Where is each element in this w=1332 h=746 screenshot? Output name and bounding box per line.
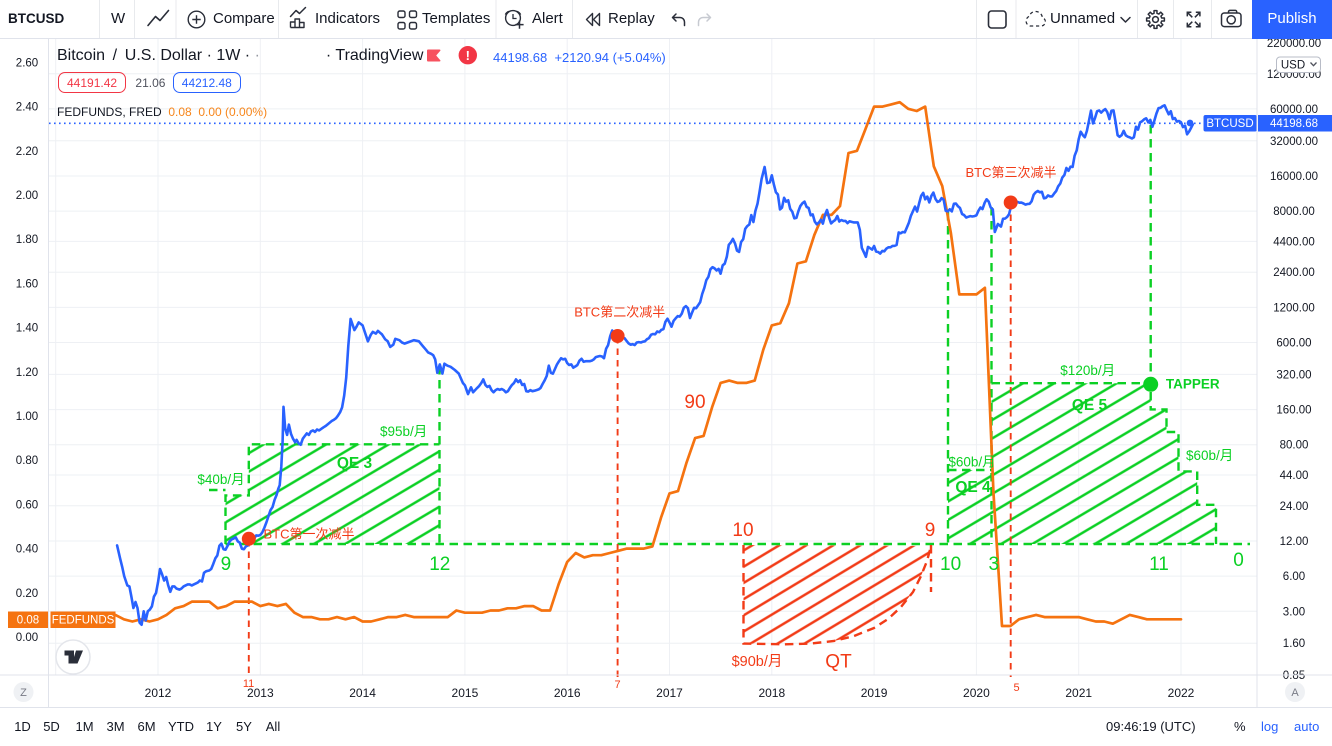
- svg-text:2015: 2015: [452, 686, 479, 700]
- svg-text:BTC第三次减半: BTC第三次减半: [965, 165, 1056, 180]
- svg-text:$60b/月: $60b/月: [1186, 448, 1233, 463]
- svg-text:24.00: 24.00: [1280, 501, 1309, 513]
- svg-text:320.00: 320.00: [1276, 369, 1311, 381]
- svg-text:5: 5: [1013, 682, 1019, 694]
- svg-text:1200.00: 1200.00: [1273, 302, 1315, 314]
- svg-text:2020: 2020: [963, 686, 990, 700]
- svg-text:9: 9: [925, 520, 936, 541]
- svg-text:0.00: 0.00: [16, 632, 38, 644]
- svg-text:BTC第二次减半: BTC第二次减半: [574, 305, 665, 320]
- svg-text:32000.00: 32000.00: [1270, 136, 1318, 148]
- svg-text:0.40: 0.40: [16, 544, 38, 556]
- svg-text:2.20: 2.20: [16, 146, 38, 158]
- svg-text:80.00: 80.00: [1280, 440, 1309, 452]
- svg-text:1.60: 1.60: [16, 278, 38, 290]
- svg-text:90: 90: [684, 392, 705, 413]
- svg-text:1.40: 1.40: [16, 323, 38, 335]
- svg-text:2.40: 2.40: [16, 102, 38, 114]
- svg-text:QE 5: QE 5: [1072, 397, 1108, 414]
- svg-text:QE 4: QE 4: [955, 479, 991, 496]
- svg-text:2013: 2013: [247, 686, 274, 700]
- svg-text:0.20: 0.20: [16, 588, 38, 600]
- svg-text:160.00: 160.00: [1276, 405, 1311, 417]
- svg-text:9: 9: [221, 554, 232, 575]
- svg-text:$40b/月: $40b/月: [197, 472, 244, 487]
- svg-text:44198.68: 44198.68: [1270, 118, 1318, 130]
- svg-text:2022: 2022: [1168, 686, 1195, 700]
- svg-text:2017: 2017: [656, 686, 683, 700]
- svg-text:1.80: 1.80: [16, 234, 38, 246]
- svg-text:11: 11: [1149, 554, 1169, 575]
- svg-text:2019: 2019: [861, 686, 888, 700]
- svg-text:2.00: 2.00: [16, 190, 38, 202]
- svg-text:2012: 2012: [145, 686, 172, 700]
- svg-text:44.00: 44.00: [1280, 470, 1309, 482]
- svg-text:2018: 2018: [758, 686, 785, 700]
- svg-text:0.08: 0.08: [17, 615, 39, 627]
- svg-text:!: !: [466, 48, 470, 63]
- svg-text:BTCUSD: BTCUSD: [1206, 118, 1253, 130]
- svg-text:QT: QT: [825, 652, 852, 673]
- svg-text:2400.00: 2400.00: [1273, 267, 1315, 279]
- svg-text:4400.00: 4400.00: [1273, 236, 1315, 248]
- svg-text:6.00: 6.00: [1283, 571, 1305, 583]
- svg-text:1.20: 1.20: [16, 367, 38, 379]
- svg-text:600.00: 600.00: [1276, 338, 1311, 350]
- svg-text:$60b/月: $60b/月: [948, 455, 995, 470]
- svg-text:TAPPER: TAPPER: [1166, 377, 1220, 392]
- svg-text:$120b/月: $120b/月: [1060, 363, 1115, 378]
- svg-text:A: A: [1291, 687, 1299, 699]
- svg-text:7: 7: [615, 679, 621, 691]
- svg-text:2014: 2014: [349, 686, 376, 700]
- svg-text:2016: 2016: [554, 686, 581, 700]
- svg-text:3: 3: [989, 554, 1000, 575]
- svg-text:220000.00: 220000.00: [1267, 39, 1321, 50]
- svg-text:QE 3: QE 3: [337, 455, 373, 472]
- svg-text:10: 10: [940, 554, 961, 575]
- svg-text:2021: 2021: [1065, 686, 1092, 700]
- svg-text:60000.00: 60000.00: [1270, 104, 1318, 116]
- svg-text:FEDFUNDS: FEDFUNDS: [52, 615, 115, 627]
- svg-text:$90b/月: $90b/月: [732, 654, 783, 670]
- svg-text:0.80: 0.80: [16, 455, 38, 467]
- svg-text:8000.00: 8000.00: [1273, 206, 1315, 218]
- svg-text:3.00: 3.00: [1283, 606, 1305, 618]
- svg-text:11: 11: [243, 678, 254, 690]
- svg-text:12.00: 12.00: [1280, 536, 1309, 548]
- svg-text:USD: USD: [1281, 60, 1305, 72]
- svg-text:0.85: 0.85: [1283, 670, 1305, 682]
- svg-text:$95b/月: $95b/月: [380, 424, 427, 439]
- svg-text:1.60: 1.60: [1283, 638, 1305, 650]
- svg-text:0: 0: [1233, 550, 1244, 571]
- svg-text:0.60: 0.60: [16, 499, 38, 511]
- svg-text:10: 10: [732, 520, 753, 541]
- svg-text:16000.00: 16000.00: [1270, 171, 1318, 183]
- svg-text:BTC第一次减半: BTC第一次减半: [263, 527, 354, 542]
- svg-text:12: 12: [429, 554, 450, 575]
- svg-text:Z: Z: [20, 687, 27, 699]
- svg-text:2.60: 2.60: [16, 57, 38, 69]
- svg-text:1.00: 1.00: [16, 411, 38, 423]
